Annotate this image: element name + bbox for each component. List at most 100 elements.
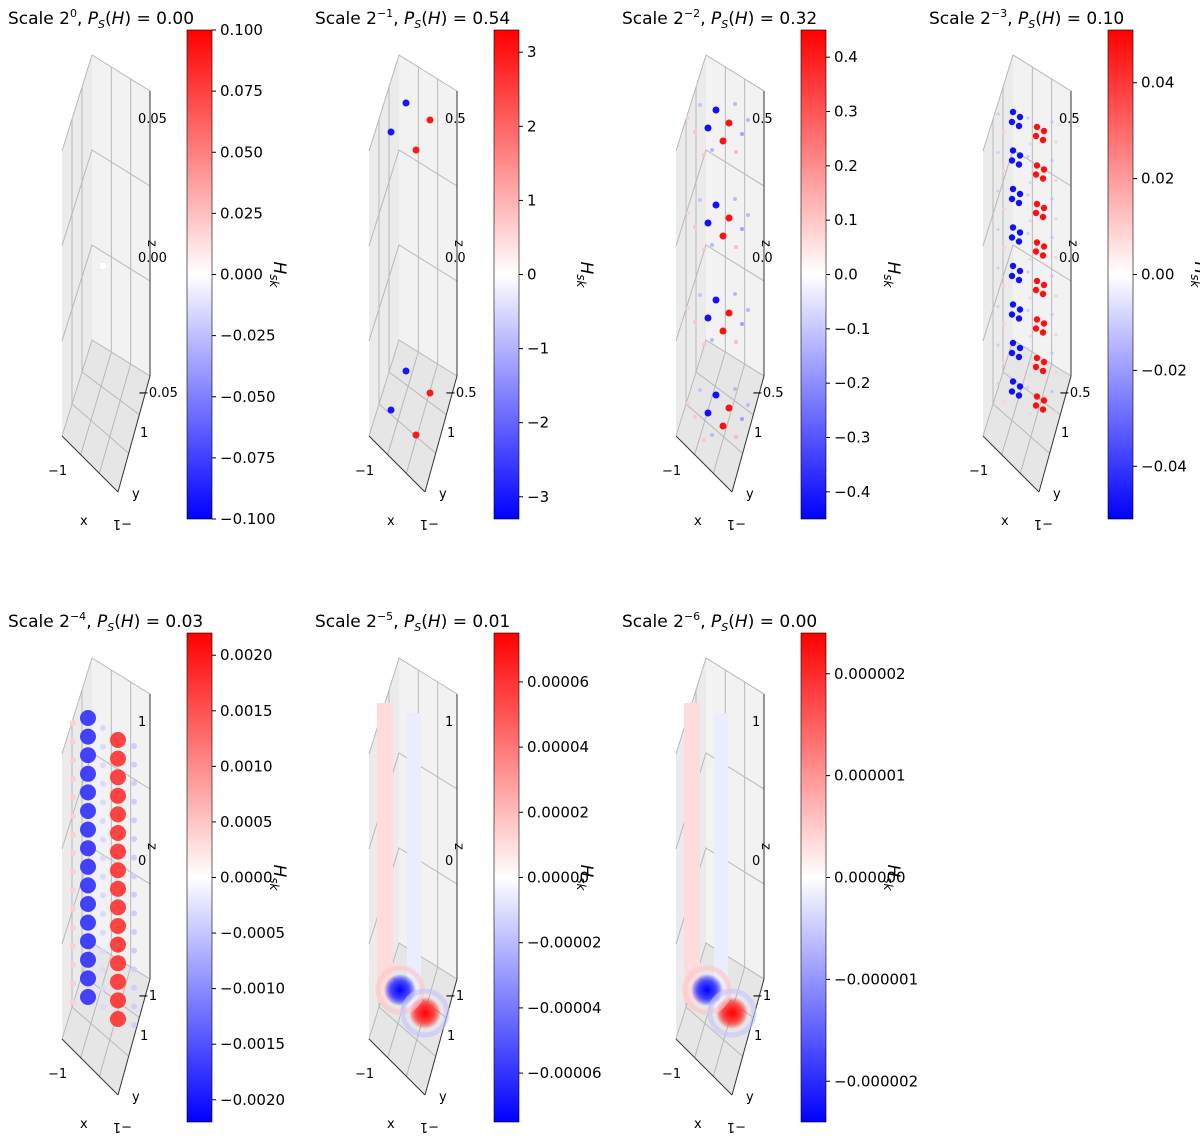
z-axis-label: z: [758, 843, 773, 850]
data-point: [1054, 332, 1058, 337]
data-point: [996, 227, 1000, 232]
data-point: [746, 308, 750, 312]
data-point: [1008, 234, 1016, 241]
y-axis-label: y: [746, 1090, 754, 1105]
colorbar-tick-label: −0.000002: [834, 1072, 918, 1090]
data-point: [1026, 385, 1030, 390]
data-point: [702, 153, 706, 157]
data-point: [1040, 204, 1048, 212]
data-point: [1009, 147, 1017, 154]
colorbar-tick-label: 0.4: [834, 48, 858, 66]
data-stripe: [684, 703, 700, 1003]
data-point: [1039, 329, 1047, 336]
data-point: [1015, 392, 1023, 399]
colorbar: 0.100 0.075 0.050 0.025 0.000 −0.025 −0.050 −0.…: [186, 21, 289, 528]
data-point: [131, 966, 137, 973]
data-point: [110, 750, 126, 767]
colorbar-tick-label: −0.02: [1141, 361, 1187, 379]
colorbar-label: Hsk: [267, 262, 289, 289]
data-point: [100, 911, 106, 917]
data-point: [110, 918, 126, 934]
z-tick-label: −0.5: [1059, 386, 1091, 401]
grid-line: [387, 351, 419, 455]
colorbar-tick-label: 0.0: [834, 266, 858, 284]
data-point: [110, 1011, 126, 1027]
colorbar-gradient: [800, 632, 827, 1123]
data-point: [1026, 116, 1030, 120]
z-tick-label: −1: [752, 989, 771, 1004]
colorbar-tick-label: −0.075: [220, 449, 276, 467]
scatter-points: [996, 108, 1058, 416]
y-axis-label: y: [132, 1090, 140, 1105]
data-point: [80, 747, 96, 764]
colorbar-tick-label: −0.0015: [220, 1035, 285, 1053]
data-point: [1050, 120, 1054, 124]
colorbar-tick-label: 0.00000: [527, 869, 589, 887]
colorbar-gradient: [186, 29, 213, 520]
data-point: [1050, 235, 1054, 240]
y-axis-line: [368, 1038, 426, 1096]
data-point: [1008, 157, 1016, 164]
x-tick-label: −1: [355, 464, 374, 479]
data-point: [80, 710, 96, 726]
colorbar-tick-label: −0.0010: [220, 980, 285, 998]
colorbar-tick-label: −0.050: [220, 388, 276, 406]
colorbar-tick-label: −0.04: [1141, 457, 1187, 475]
data-point: [719, 137, 727, 145]
data-point: [409, 997, 441, 1029]
z-tick-label: −1: [445, 989, 464, 1004]
data-point: [1016, 229, 1024, 236]
y-tick-label-rotated: −1: [727, 1119, 746, 1134]
x-axis-line: [731, 375, 765, 493]
colorbar-tick-label: 0.04: [1141, 74, 1174, 92]
data-point: [100, 818, 106, 824]
data-point: [1002, 399, 1006, 404]
data-point: [1054, 294, 1058, 298]
data-point: [1050, 197, 1054, 201]
colorbar-tick-label: 0: [527, 266, 537, 284]
scatter-points: [375, 703, 450, 1038]
data-point: [131, 873, 137, 880]
data-point: [98, 261, 108, 271]
grid-line: [378, 1006, 436, 1057]
data-point: [70, 999, 76, 1005]
data-point: [131, 780, 137, 787]
z-axis-label: z: [144, 240, 159, 247]
y-tick-label: 1: [754, 426, 762, 441]
data-point: [693, 320, 697, 324]
data-point: [733, 197, 737, 201]
left-pane: [62, 55, 92, 436]
data-point: [1033, 162, 1041, 169]
z-tick-label: 0.5: [752, 112, 773, 127]
data-point: [1040, 320, 1048, 327]
data-point: [1033, 354, 1041, 362]
grid-line: [982, 54, 1072, 152]
subplot-title: Scale 2−4, PS(H) = 0.03: [8, 610, 203, 634]
data-point: [712, 201, 720, 209]
data-point: [1028, 334, 1032, 339]
data-point: [1016, 152, 1024, 159]
data-point: [1040, 127, 1048, 135]
y-axis-line: [675, 435, 733, 493]
data-point: [70, 906, 76, 912]
z-axis-label: z: [451, 240, 466, 247]
data-point: [131, 984, 137, 991]
grid-line: [685, 1006, 743, 1057]
y-axis-line: [982, 435, 1040, 493]
z-tick-label: −0.5: [445, 386, 477, 401]
data-point: [131, 929, 137, 935]
data-point: [734, 435, 738, 439]
grid-line: [675, 54, 765, 152]
data-point: [80, 970, 96, 987]
data-point: [1015, 353, 1023, 361]
colorbar-tick-label: 0.3: [834, 103, 858, 121]
data-point: [70, 850, 76, 857]
data-point: [1033, 316, 1041, 323]
subplot-scale-2: Scale 2−2, PS(H) = 0.32−11xy−1z0.50.0−0.…: [622, 7, 903, 531]
grid-line: [80, 954, 112, 1058]
data-point: [1002, 284, 1006, 288]
colorbar-gradient: [186, 632, 213, 1123]
data-point: [100, 836, 106, 843]
